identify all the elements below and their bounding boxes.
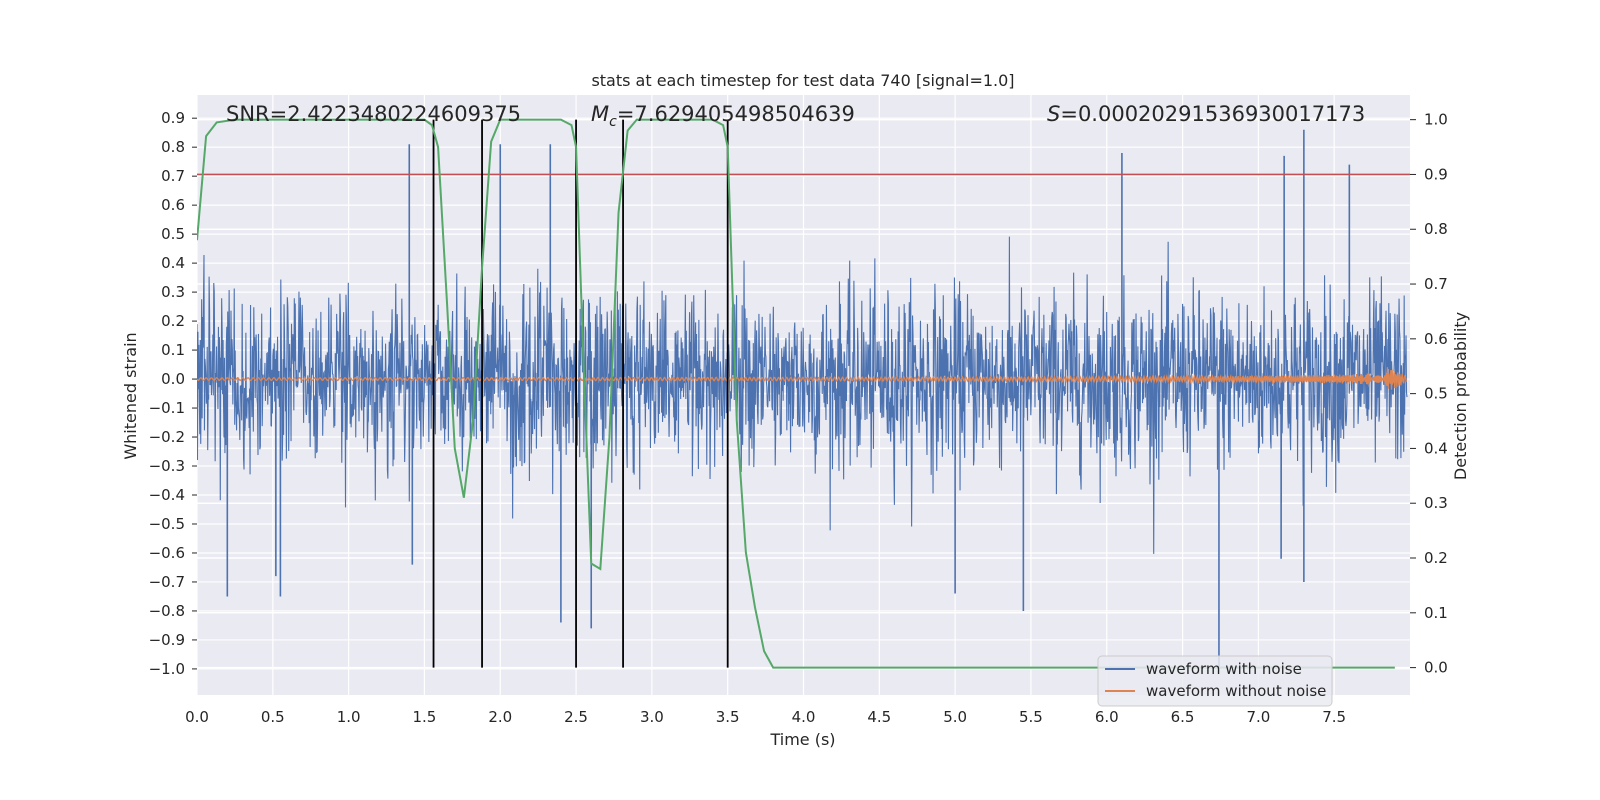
y2-tick-label: 0.7	[1424, 275, 1448, 293]
y-tick-label: 0.8	[161, 138, 185, 156]
y-tick-label: 0.7	[161, 167, 185, 185]
y-tick-label: −0.3	[149, 457, 185, 475]
mc-subscript: c	[609, 114, 617, 130]
y2-tick-label: 0.1	[1424, 604, 1448, 622]
x-tick-label: 0.5	[261, 708, 285, 726]
legend-box	[1097, 655, 1333, 707]
mc-value: =7.629405498504639	[617, 102, 855, 126]
y-tick-label: −0.8	[149, 602, 185, 620]
y2-tick-label: 0.8	[1424, 220, 1448, 238]
x-tick-label: 1.5	[413, 708, 437, 726]
y-tick-label: −0.2	[149, 428, 185, 446]
x-axis-ticks: 0.0 0.5 1.0 1.5 2.0 2.5 3.0 3.5 4.0 4.5 5.0 5.5 6.0 6…	[185, 708, 1346, 726]
y2-tick-label: 0.0	[1424, 659, 1448, 677]
y2-tick-label: 0.2	[1424, 549, 1448, 567]
chart-title: stats at each timestep for test data 740…	[591, 71, 1014, 90]
y-tick-label: 0.0	[161, 370, 185, 388]
x-tick-label: 1.0	[337, 708, 361, 726]
series-waveform-with-noise	[197, 129, 1408, 669]
x-tick-label: 3.0	[640, 708, 664, 726]
y2-tick-label: 0.4	[1424, 439, 1448, 457]
y2-tick-label: 0.5	[1424, 385, 1448, 403]
legend-label-clean: waveform without noise	[1146, 682, 1326, 700]
y2-tick-label: 0.3	[1424, 494, 1448, 512]
noise-trace	[197, 236, 1408, 554]
x-tick-label: 2.5	[564, 708, 588, 726]
y-tick-label: −0.5	[149, 515, 185, 533]
y-axis-label: Whitened strain	[121, 332, 140, 459]
legend: waveform with noise waveform without noi…	[1097, 655, 1333, 707]
x-tick-label: 4.5	[867, 708, 891, 726]
y-tick-label: −0.1	[149, 399, 185, 417]
x-axis-label: Time (s)	[769, 730, 835, 749]
series-waveform-without-noise	[197, 367, 1408, 390]
annotation-chirp-mass: Mc=7.629405498504639	[591, 102, 855, 130]
s-symbol: S	[1047, 102, 1060, 126]
annotation-snr: SNR=2.4223480224609375	[226, 102, 521, 126]
x-tick-label: 4.0	[792, 708, 816, 726]
y-tick-label: 0.1	[161, 341, 185, 359]
y2-axis-ticks: 1.0 0.9 0.8 0.7 0.6 0.5 0.4 0.3 0.2 0.1 0.0	[1410, 111, 1448, 677]
y-tick-label: −0.6	[149, 544, 185, 562]
legend-label-noise: waveform with noise	[1146, 660, 1302, 678]
y-tick-label: −0.7	[149, 573, 185, 591]
y2-tick-label: 1.0	[1424, 111, 1448, 129]
mc-symbol: M	[591, 102, 609, 126]
y2-tick-label: 0.9	[1424, 165, 1448, 183]
y-tick-label: 0.2	[161, 312, 185, 330]
y-tick-label: 0.6	[161, 196, 185, 214]
x-tick-label: 3.5	[716, 708, 740, 726]
y2-tick-label: 0.6	[1424, 330, 1448, 348]
x-tick-label: 5.5	[1019, 708, 1043, 726]
series-detection-probability	[197, 118, 1395, 669]
s-value: =0.00020291536930017173	[1060, 102, 1365, 126]
detection-markers	[432, 119, 729, 668]
y-tick-label: −0.4	[149, 486, 185, 504]
y-axis-ticks: 0.9 0.8 0.7 0.6 0.5 0.4 0.3 0.2 0.1 0.0 −0.1 −0.2 −0…	[149, 109, 197, 678]
y-tick-label: 0.3	[161, 283, 185, 301]
x-tick-label: 7.0	[1246, 708, 1270, 726]
x-tick-label: 6.5	[1171, 708, 1195, 726]
x-tick-label: 0.0	[185, 708, 209, 726]
y-tick-label: 0.4	[161, 254, 185, 272]
y-tick-label: 0.5	[161, 225, 185, 243]
annotation-s: S=0.00020291536930017173	[1047, 102, 1365, 126]
y-tick-label: −0.9	[149, 631, 185, 649]
y-tick-label: 0.9	[161, 109, 185, 127]
x-tick-label: 7.5	[1322, 708, 1346, 726]
x-tick-label: 5.0	[943, 708, 967, 726]
y-tick-label: −1.0	[149, 660, 185, 678]
y2-axis-label: Detection probability	[1451, 312, 1470, 480]
x-tick-label: 6.0	[1095, 708, 1119, 726]
x-tick-label: 2.0	[488, 708, 512, 726]
